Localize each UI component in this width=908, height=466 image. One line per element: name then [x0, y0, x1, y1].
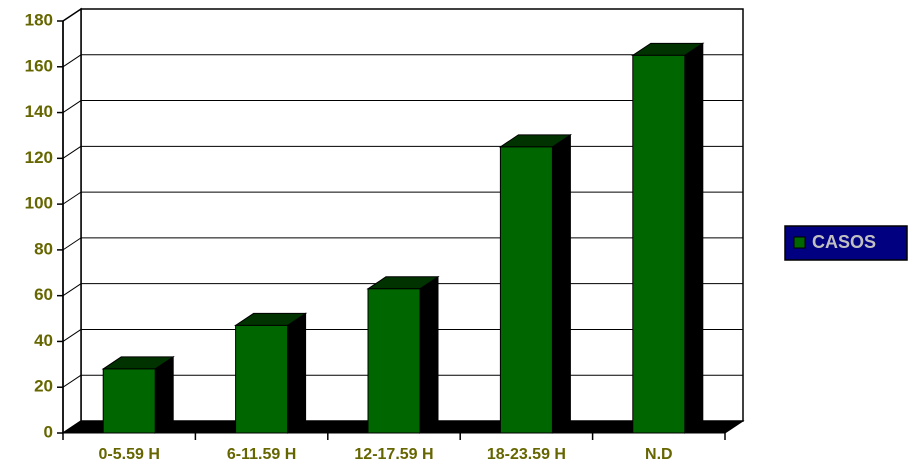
- y-tick-label: 80: [34, 239, 53, 258]
- grid-line-side: [62, 54, 82, 68]
- bar: [102, 368, 156, 434]
- grid-line-side: [62, 329, 82, 342]
- x-tick-label: 0-5.59 H: [99, 446, 160, 463]
- bar-side: [287, 312, 307, 434]
- grid-line-side: [62, 237, 82, 251]
- grid-line-side: [62, 374, 82, 388]
- y-tick-label: 160: [25, 56, 53, 75]
- grid-line-side: [62, 100, 82, 113]
- bar-side: [684, 42, 704, 434]
- grid-line-side: [62, 145, 82, 159]
- grid-line-side: [62, 191, 82, 205]
- x-tick-label: 6-11.59 H: [227, 446, 296, 463]
- y-tick-label: 60: [34, 285, 53, 304]
- y-tick-label: 40: [34, 331, 53, 350]
- bar-side: [551, 133, 571, 434]
- grid-line-side: [62, 283, 82, 297]
- y-tick-label: 120: [25, 148, 53, 167]
- y-tick-label: 0: [44, 422, 53, 441]
- bar: [499, 146, 553, 434]
- legend-swatch: [793, 236, 806, 249]
- legend: CASOS: [784, 225, 908, 261]
- bar-side: [154, 355, 174, 434]
- bar-side: [419, 275, 439, 434]
- y-tick-label: 20: [34, 377, 53, 396]
- side-wall: [62, 7, 82, 435]
- y-tick-label: 100: [25, 194, 53, 213]
- x-tick-label: N.D: [645, 446, 673, 463]
- legend-label: CASOS: [812, 232, 876, 252]
- bar: [367, 288, 421, 434]
- bar: [235, 324, 289, 434]
- y-tick-label: 180: [25, 10, 53, 29]
- x-tick-label: 12-17.59 H: [354, 446, 433, 463]
- x-tick-label: 18-23.59 H: [487, 446, 566, 463]
- y-tick-label: 140: [25, 102, 53, 121]
- grid-line-side: [62, 8, 82, 22]
- bar: [632, 54, 686, 434]
